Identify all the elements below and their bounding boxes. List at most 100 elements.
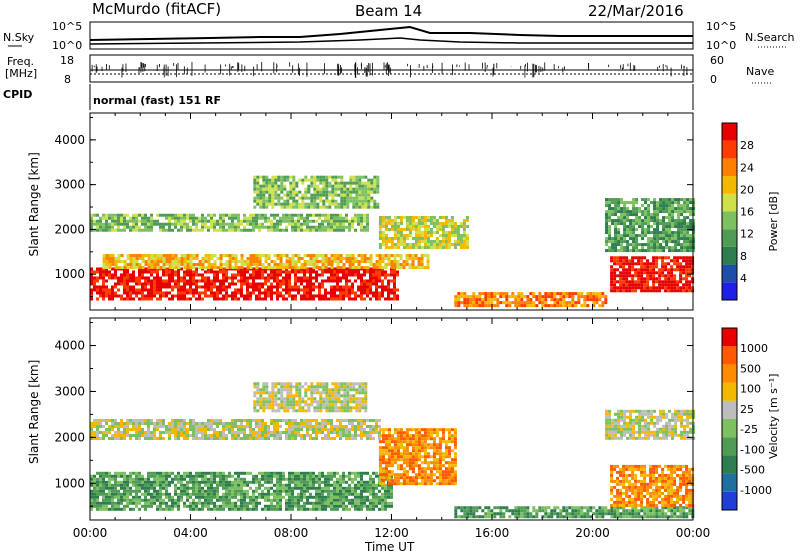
- data-cell: [282, 254, 286, 258]
- data-cell: [622, 265, 626, 269]
- data-cell: [375, 279, 378, 283]
- data-cell: [658, 286, 662, 290]
- data-cell: [321, 257, 325, 261]
- data-cell: [647, 243, 651, 247]
- data-cell: [192, 222, 195, 226]
- data-cell: [373, 190, 377, 194]
- data-cell: [617, 207, 621, 211]
- data-cell: [384, 501, 387, 505]
- data-cell: [162, 507, 165, 511]
- data-cell: [120, 273, 123, 277]
- data-cell: [159, 495, 162, 499]
- data-cell: [423, 254, 427, 258]
- data-cell: [411, 227, 415, 231]
- data-cell: [286, 193, 290, 197]
- data-cell: [396, 230, 400, 234]
- data-cell: [171, 257, 175, 261]
- data-cell: [668, 204, 672, 208]
- data-cell: [90, 219, 93, 223]
- data-cell: [679, 268, 683, 272]
- data-cell: [162, 437, 165, 440]
- data-cell: [481, 301, 485, 305]
- data-cell: [228, 471, 231, 475]
- data-cell: [162, 483, 165, 487]
- data-cell: [192, 486, 195, 490]
- data-cell: [613, 268, 617, 272]
- data-cell: [653, 216, 657, 220]
- data-cell: [414, 236, 418, 240]
- data-cell: [478, 298, 482, 302]
- data-cell: [408, 263, 412, 267]
- data-cell: [213, 471, 216, 475]
- data-cell: [405, 263, 409, 267]
- data-cell: [192, 266, 196, 270]
- data-cell: [352, 178, 356, 182]
- data-cell: [632, 201, 636, 205]
- data-cell: [411, 254, 415, 258]
- data-cell: [574, 301, 578, 305]
- data-cell: [162, 273, 165, 277]
- data-cell: [668, 249, 672, 253]
- data-cell: [677, 231, 681, 235]
- data-cell: [652, 256, 656, 260]
- data-cell: [204, 489, 207, 493]
- data-cell: [370, 178, 374, 182]
- data-cell: [267, 273, 270, 277]
- data-cell: [605, 210, 609, 214]
- data-cell: [129, 486, 132, 490]
- data-cell: [322, 199, 326, 203]
- data-cell: [312, 288, 315, 292]
- data-cell: [387, 489, 390, 493]
- data-cell: [168, 266, 172, 270]
- data-cell: [396, 297, 399, 301]
- data-cell: [111, 267, 114, 271]
- data-cell: [333, 285, 336, 289]
- data-cell: [327, 471, 330, 475]
- data-cell: [658, 289, 662, 293]
- data-cell: [614, 204, 618, 208]
- data-cell: [135, 263, 139, 267]
- data-cell: [665, 243, 669, 247]
- data-cell: [565, 301, 569, 305]
- data-cell: [343, 196, 347, 200]
- data-cell: [562, 292, 566, 296]
- data-cell: [514, 304, 518, 308]
- data-cell: [661, 271, 665, 275]
- data-cell: [315, 266, 319, 270]
- data-cell: [183, 219, 186, 223]
- data-cell: [333, 279, 336, 283]
- data-cell: [114, 260, 118, 264]
- data-cell: [312, 266, 316, 270]
- data-cell: [228, 225, 231, 229]
- data-cell: [478, 295, 482, 299]
- data-cell: [638, 249, 642, 253]
- data-cell: [256, 199, 260, 203]
- data-cell: [441, 224, 445, 228]
- data-cell: [120, 492, 123, 496]
- data-cell: [222, 431, 225, 434]
- data-cell: [658, 280, 662, 284]
- data-cell: [156, 266, 160, 270]
- data-cell: [617, 231, 621, 235]
- data-cell: [372, 486, 375, 490]
- data-cell: [319, 181, 323, 185]
- data-cell: [267, 228, 270, 232]
- data-cell: [619, 283, 623, 287]
- data-cell: [312, 213, 315, 217]
- data-cell: [144, 228, 147, 232]
- data-cell: [93, 477, 96, 481]
- data-cell: [298, 202, 302, 206]
- data-cell: [665, 237, 669, 241]
- data-cell: [274, 190, 278, 194]
- data-cell: [294, 480, 297, 484]
- data-cell: [105, 422, 108, 425]
- data-cell: [265, 181, 269, 185]
- data-cell: [150, 437, 153, 440]
- data-cell: [360, 471, 363, 475]
- data-cell: [680, 237, 684, 241]
- data-cell: [90, 434, 93, 437]
- data-cell: [120, 222, 123, 226]
- data-cell: [255, 216, 258, 220]
- data-cell: [186, 297, 189, 301]
- data-cell: [685, 265, 689, 269]
